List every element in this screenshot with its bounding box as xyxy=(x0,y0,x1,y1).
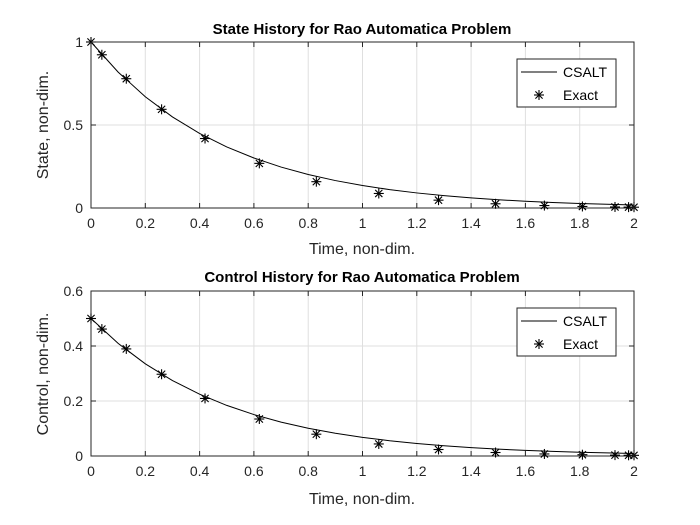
control-x-tick-label: 0.8 xyxy=(298,463,318,479)
control-series-exact-point xyxy=(121,343,132,354)
state-x-tick-label: 1.8 xyxy=(570,215,590,231)
state-series-exact-point xyxy=(96,49,107,60)
control-y-tick-label: 0 xyxy=(75,448,83,464)
state-series-exact-point xyxy=(311,176,322,187)
state-series-exact-point xyxy=(577,201,588,212)
state-legend-csalt-label: CSALT xyxy=(563,64,608,80)
state-x-tick-label: 1.2 xyxy=(407,215,427,231)
state-series-exact-point xyxy=(156,104,167,115)
control-y-axis-label: Control, non-dim. xyxy=(35,313,52,436)
control-legend-exact-label: Exact xyxy=(563,336,598,352)
control-series-exact-point xyxy=(539,448,550,459)
state-x-tick-label: 1 xyxy=(359,215,367,231)
control-x-tick-label: 1.6 xyxy=(516,463,536,479)
state-x-tick-label: 0.2 xyxy=(136,215,156,231)
state-legend-exact-label: Exact xyxy=(563,87,598,103)
state-x-tick-label: 0.8 xyxy=(298,215,318,231)
control-legend-exact-swatch xyxy=(534,339,544,349)
control-series-exact-point xyxy=(156,369,167,380)
state-series-exact-point xyxy=(121,73,132,84)
control-series xyxy=(86,313,639,461)
state-legend-box xyxy=(516,58,617,108)
control-x-tick-label: 1.4 xyxy=(461,463,481,479)
control-x-tick-label: 1.2 xyxy=(407,463,427,479)
state-series-exact-point xyxy=(200,133,211,144)
control-series-exact-point xyxy=(490,447,501,458)
state-series-csalt-line xyxy=(90,41,635,206)
control-y-tick-label: 0.2 xyxy=(64,393,84,409)
state-legend: CSALT Exact xyxy=(516,58,617,108)
state-x-tick-label: 0 xyxy=(87,215,95,231)
state-ticks: 0 0.2 0.4 0.6 0.8 1 1.2 1.4 1.6 1.8 2 0 0.5 1 xyxy=(64,34,639,231)
control-ticks: 0 0.2 0.4 0.6 0.8 1 1.2 1.4 1.6 1.8 2 0 0.2 0.4 0.6 xyxy=(64,283,639,479)
state-series-exact-point xyxy=(490,198,501,209)
control-x-tick-label: 0 xyxy=(87,463,95,479)
state-history-plot: State History for Rao Automatica Problem… xyxy=(35,21,639,258)
control-legend-csalt-label: CSALT xyxy=(563,313,608,329)
control-series-exact-markers xyxy=(86,313,639,461)
state-series-exact-point xyxy=(539,200,550,211)
control-series-exact-point xyxy=(86,313,96,324)
control-x-tick-label: 0.4 xyxy=(190,463,210,479)
control-x-tick-label: 0.6 xyxy=(244,463,264,479)
control-legend-box xyxy=(516,307,617,357)
control-series-exact-point xyxy=(311,429,322,440)
control-x-tick-label: 0.2 xyxy=(136,463,156,479)
state-y-tick-label: 0 xyxy=(75,200,83,216)
control-series-exact-point xyxy=(609,450,620,461)
state-series-exact-point xyxy=(433,195,444,206)
state-chart-title: State History for Rao Automatica Problem xyxy=(213,21,512,38)
state-x-tick-label: 1.4 xyxy=(461,215,481,231)
state-x-tick-label: 0.6 xyxy=(244,215,264,231)
control-x-axis-label: Time, non-dim. xyxy=(309,491,415,508)
state-series-exact-point xyxy=(373,188,384,199)
state-legend-exact-swatch xyxy=(534,90,544,100)
control-series-csalt-line xyxy=(90,318,635,454)
state-y-tick-label: 1 xyxy=(75,34,83,50)
control-y-tick-label: 0.4 xyxy=(64,338,84,354)
state-x-tick-label: 1.6 xyxy=(516,215,536,231)
control-y-tick-label: 0.6 xyxy=(64,283,84,299)
control-x-tick-label: 2 xyxy=(630,463,638,479)
state-x-tick-label: 0.4 xyxy=(190,215,210,231)
state-y-tick-label: 0.5 xyxy=(64,117,84,133)
control-series-exact-point xyxy=(200,393,211,404)
control-series-exact-point xyxy=(96,324,107,335)
state-series-exact-point xyxy=(254,158,265,169)
state-x-axis-label: Time, non-dim. xyxy=(309,241,415,258)
control-series-exact-point xyxy=(577,449,588,460)
control-series-exact-point xyxy=(433,444,444,455)
control-x-tick-label: 1.8 xyxy=(570,463,590,479)
control-series-exact-point xyxy=(373,438,384,449)
control-x-tick-label: 1 xyxy=(359,463,367,479)
state-series-exact-point xyxy=(609,201,620,212)
control-series-exact-point xyxy=(254,414,265,425)
control-chart-title: Control History for Rao Automatica Probl… xyxy=(204,269,519,286)
state-x-tick-label: 2 xyxy=(630,215,638,231)
state-y-axis-label: State, non-dim. xyxy=(35,71,52,180)
control-legend: CSALT Exact xyxy=(516,307,617,357)
control-history-plot: Control History for Rao Automatica Probl… xyxy=(35,269,639,508)
